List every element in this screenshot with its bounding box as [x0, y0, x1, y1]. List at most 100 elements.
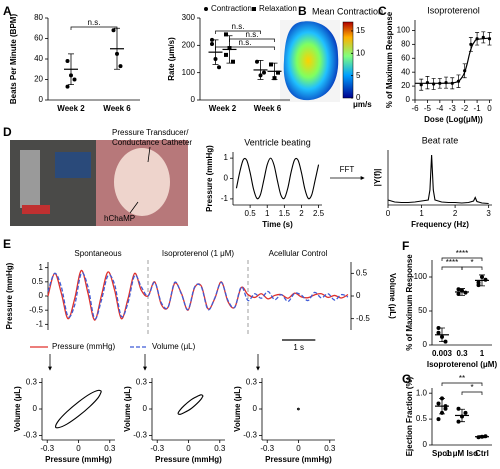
- x-tick-label: 2.5: [313, 209, 325, 218]
- data-point: [419, 83, 423, 87]
- chart-title: Beat rate: [422, 135, 459, 145]
- heatmap-title: Mean Contraction: [312, 6, 383, 16]
- data-point: [210, 37, 214, 42]
- y-tick-label: 0: [39, 291, 44, 300]
- y-tick-label: 1: [39, 263, 44, 272]
- significance-label: n.s.: [88, 18, 101, 27]
- y-tick-label: 0: [33, 404, 38, 413]
- y-tick-label: -0.5: [29, 305, 43, 314]
- data-point: [450, 81, 454, 85]
- panel-letter: F: [402, 239, 409, 253]
- panel-letter: D: [3, 125, 12, 139]
- y-tick-label: 0.3: [26, 378, 38, 387]
- colorbar-tick-label: 10: [356, 48, 365, 57]
- data-point: [436, 330, 441, 335]
- data-point: [475, 37, 479, 41]
- annotation: FFT: [340, 165, 355, 174]
- data-point: [456, 79, 461, 83]
- data-point: [111, 28, 116, 33]
- significance-bracket: [441, 266, 463, 270]
- significance-label: n.s.: [239, 38, 252, 47]
- line-series: [55, 389, 102, 429]
- x-tick-label: -1: [474, 104, 482, 113]
- error-bar: [459, 408, 465, 423]
- y-axis-label: Volume (μL): [233, 386, 242, 432]
- data-point: [463, 410, 468, 415]
- y-axis-label: Pressure (mmHg): [5, 262, 14, 329]
- data-point: [469, 42, 473, 46]
- legend-marker: [252, 7, 256, 11]
- x-tick-label: 0: [386, 209, 391, 218]
- y-tick-label: 60: [401, 53, 410, 62]
- y2-axis-label: Volume (μL): [388, 273, 397, 319]
- x-tick-label: -0.3: [260, 444, 274, 453]
- data-point: [432, 82, 436, 86]
- y-tick-label: 20: [34, 75, 43, 84]
- data-point: [444, 81, 448, 85]
- data-point: [65, 59, 70, 64]
- photo-label: Pressure Transducer/: [112, 128, 189, 137]
- x-tick-label: Week 6: [254, 104, 282, 113]
- data-point: [269, 62, 273, 67]
- data-point: [118, 64, 123, 69]
- colorbar: [342, 21, 354, 99]
- y-tick-label: 80: [34, 13, 43, 22]
- y-tick-label: -1: [221, 194, 229, 203]
- x-tick-label: Week 6: [103, 104, 131, 113]
- data-point: [436, 417, 441, 422]
- y-axis-label: Pressure (mmHg): [205, 145, 214, 212]
- y-tick-label: 0: [356, 291, 361, 300]
- data-point: [438, 81, 442, 85]
- x-axis-label: Pressure (mmHg): [265, 455, 332, 464]
- significance-bracket: [441, 257, 483, 261]
- error-bar: [439, 327, 445, 342]
- significance-bracket: [215, 30, 261, 34]
- x-tick-label: 0.3: [324, 444, 336, 453]
- pointer: [147, 146, 151, 163]
- data-point: [456, 419, 461, 424]
- y-tick-label: 40: [401, 67, 410, 76]
- legend-label: Contraction: [211, 4, 252, 13]
- significance-bracket: [215, 46, 275, 50]
- y-tick-label: 0: [143, 404, 148, 413]
- y-tick-label: 0.5: [356, 268, 368, 277]
- panel-letter: G: [402, 372, 411, 386]
- significance-bracket: [70, 26, 118, 30]
- x-tick-label: -4: [436, 104, 444, 113]
- x-tick-label: Spon: [432, 449, 452, 458]
- photo-detail: [55, 152, 91, 178]
- significance-label: n.s.: [232, 22, 245, 31]
- panel-letter: C: [378, 4, 387, 18]
- data-point: [224, 52, 228, 57]
- scale-bar-label: 1 s: [293, 343, 304, 352]
- line-series: [296, 407, 300, 411]
- x-tick-label: -5: [424, 104, 432, 113]
- legend-label: Volume (μL): [152, 342, 196, 351]
- y-tick-label: 0: [39, 95, 44, 104]
- x-tick-label: -6: [411, 104, 419, 113]
- x-tick-label: -0.3: [150, 444, 164, 453]
- significance-label: ****: [456, 249, 468, 258]
- y-tick-label: 0: [406, 95, 411, 104]
- legend-label: Relaxation: [259, 4, 297, 13]
- y-axis-label: % of Maximum Response: [405, 254, 414, 351]
- legend-label: Pressure (mmHg): [52, 342, 115, 351]
- y-tick-label: 20: [401, 81, 410, 90]
- data-point: [231, 59, 235, 64]
- y-tick-label: -0.3: [133, 431, 147, 440]
- y-tick-label: 80: [401, 39, 410, 48]
- data-point: [436, 401, 441, 406]
- x-tick-label: Week 2: [209, 104, 237, 113]
- y-tick-label: 0: [423, 340, 428, 349]
- y-tick-label: 0: [253, 404, 258, 413]
- y-tick-label: 100: [397, 26, 411, 35]
- colorbar-label: μm/s: [353, 100, 372, 109]
- heatmap-image: [283, 21, 339, 101]
- y-tick-label: 1: [224, 153, 229, 162]
- photo-detail: [22, 205, 50, 214]
- error-bar: [68, 53, 74, 86]
- significance-label: ****: [446, 258, 458, 267]
- y-tick-label: 100: [182, 68, 196, 77]
- data-point: [443, 339, 448, 344]
- x-axis-label: Dose (Log(μM)): [424, 115, 483, 124]
